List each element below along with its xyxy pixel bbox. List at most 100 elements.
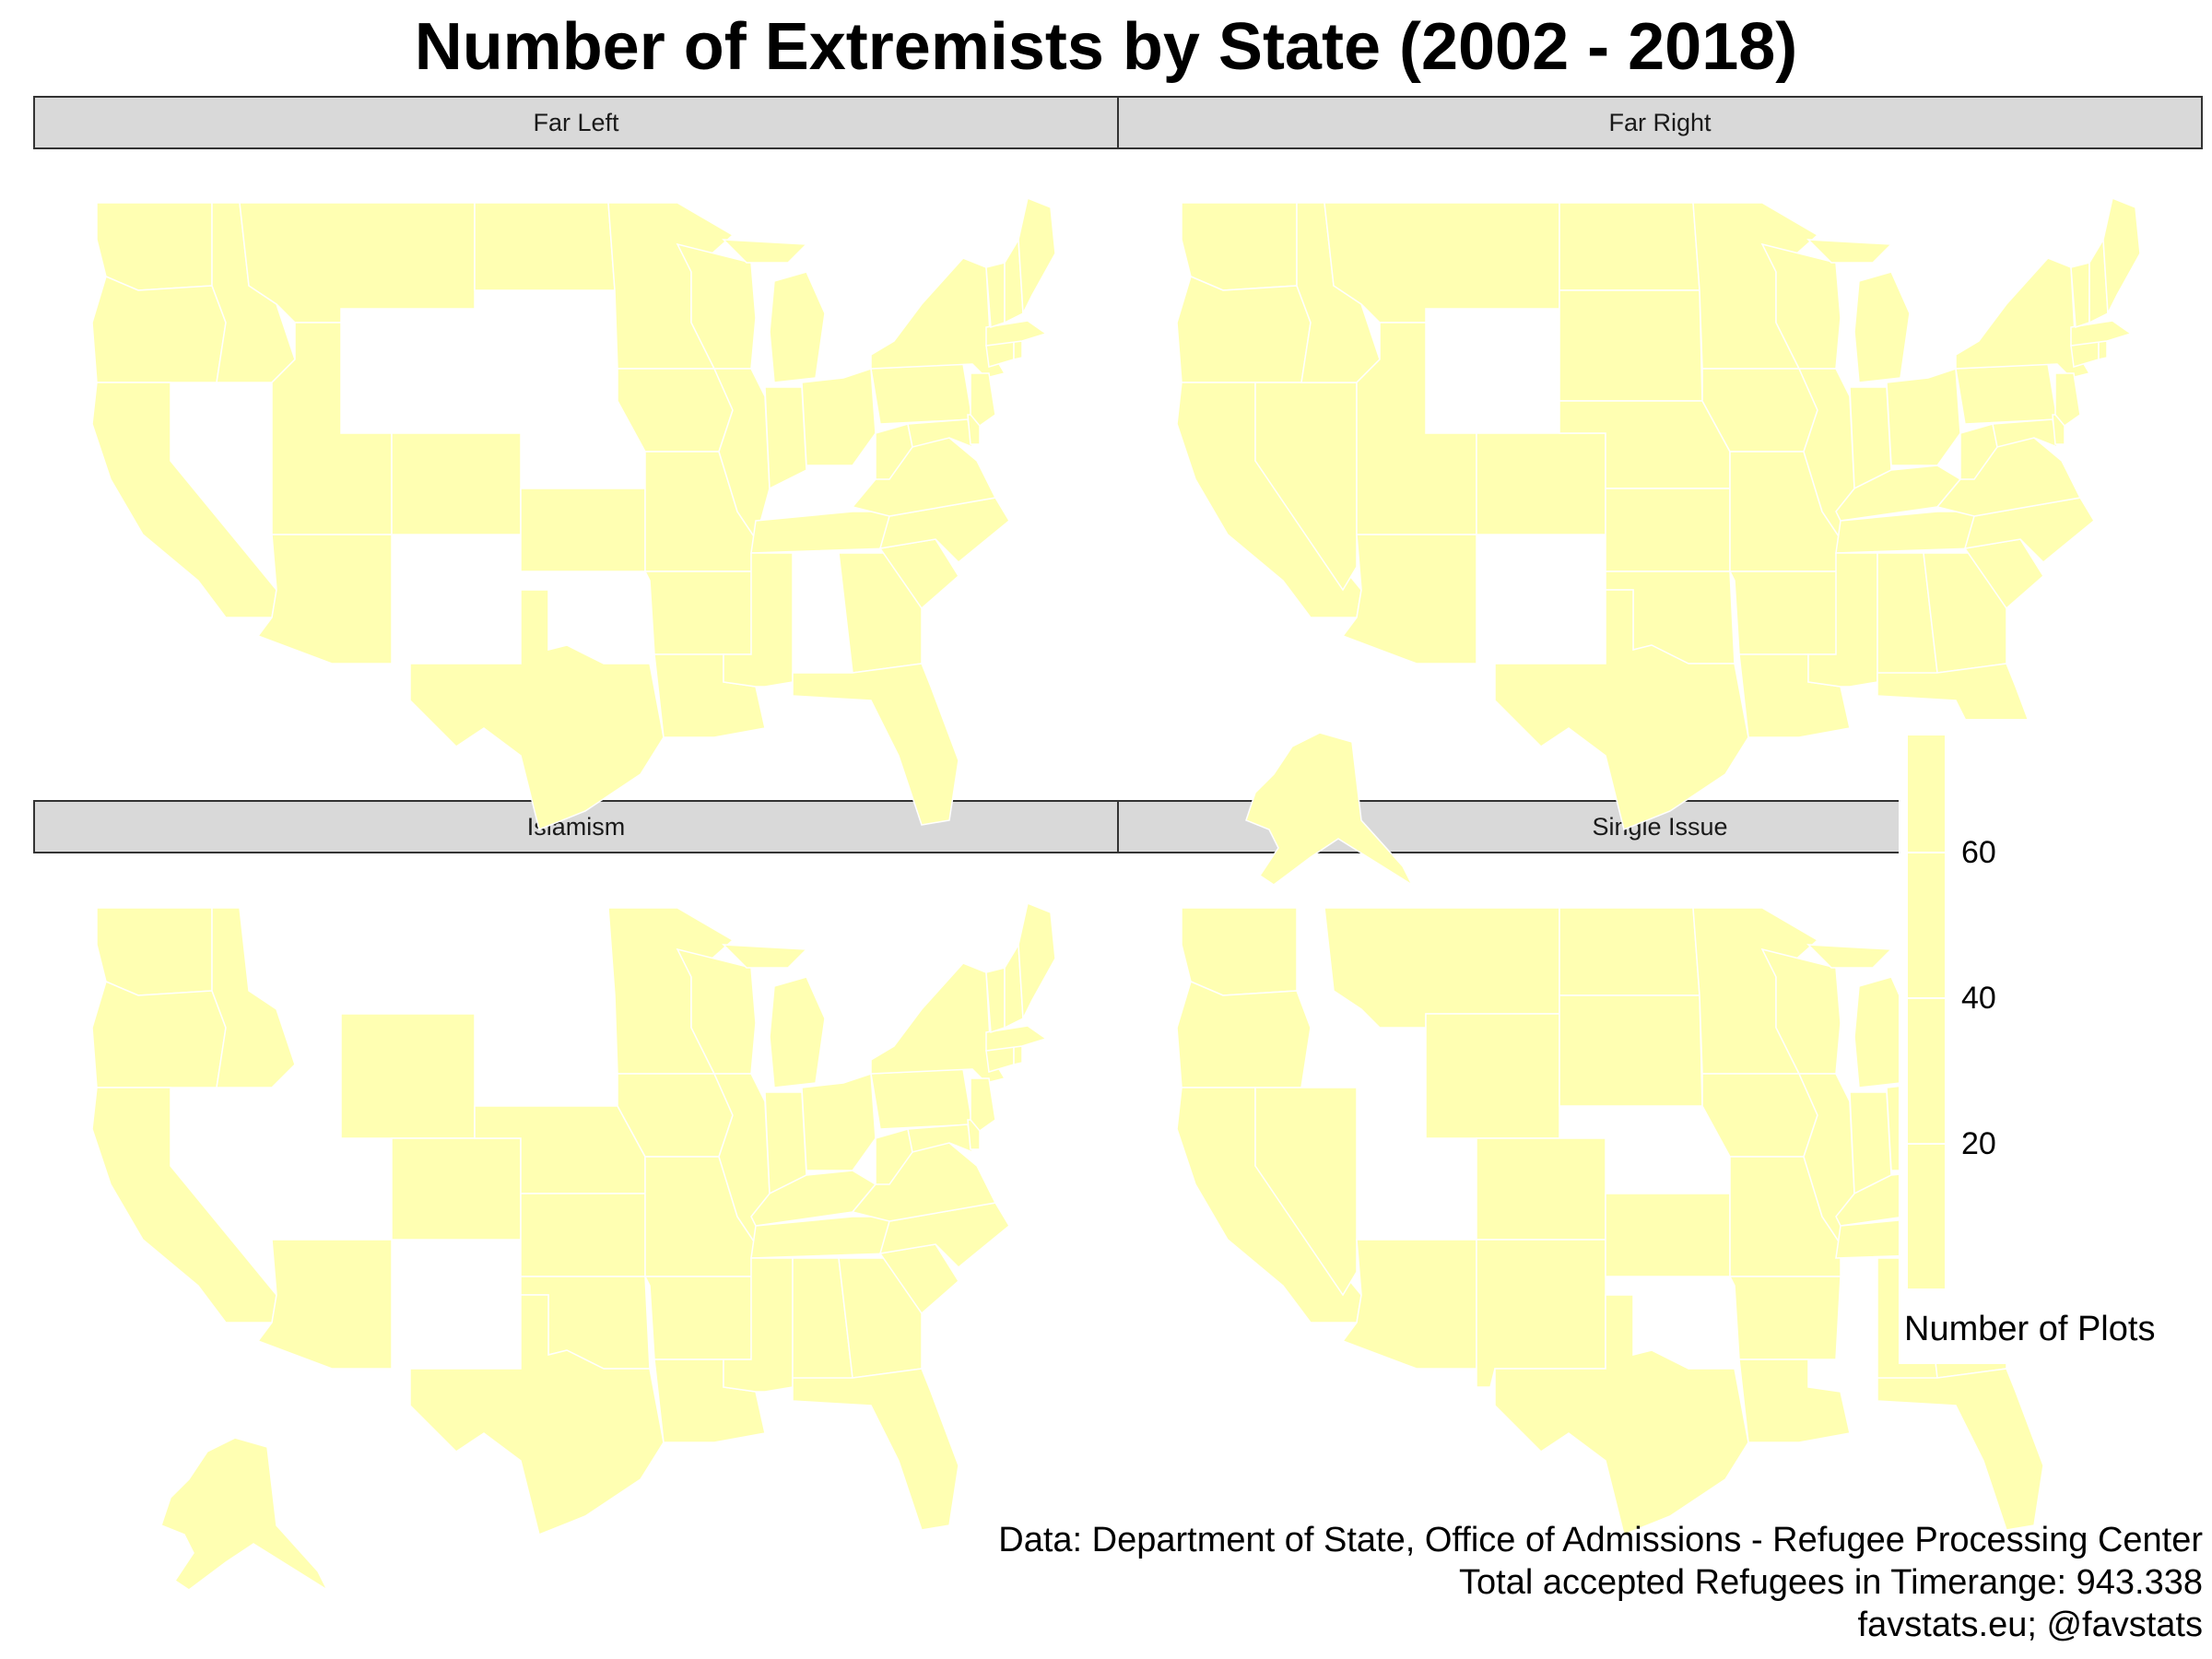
state-ks xyxy=(1605,1193,1731,1277)
state-fl xyxy=(1877,1368,2044,1531)
legend-title: Number of Plots xyxy=(1904,1310,2156,1348)
state-id xyxy=(211,907,296,1088)
state-ar xyxy=(643,571,757,655)
state-oh xyxy=(801,1072,877,1171)
state-wv xyxy=(875,1128,913,1185)
state-ma xyxy=(985,320,1048,347)
legend-tick-60 xyxy=(1908,852,1945,853)
state-ny xyxy=(870,257,1006,379)
state-ca xyxy=(91,382,277,618)
state-nd xyxy=(1559,202,1700,291)
state-ma xyxy=(2070,320,2133,347)
caption-total: Total accepted Refugees in Timerange: 94… xyxy=(1459,1563,2203,1602)
state-co xyxy=(391,1137,522,1241)
state-ar xyxy=(1728,1276,1841,1360)
legend-label-40: 40 xyxy=(1961,981,1996,1016)
map-far-left xyxy=(91,196,1056,831)
state-co xyxy=(1476,1137,1606,1241)
state-ri xyxy=(1013,1045,1023,1065)
state-ri xyxy=(1013,340,1023,360)
state-ky xyxy=(750,1170,877,1227)
panel-strip-far-left: Far Left xyxy=(33,96,1119,149)
state-wa xyxy=(1181,907,1298,996)
map-islamism xyxy=(91,901,1056,1593)
state-me xyxy=(1018,196,1056,316)
state-pa xyxy=(870,1068,973,1130)
state-ri xyxy=(2098,340,2108,360)
state-md xyxy=(907,1124,973,1154)
legend-label-60: 60 xyxy=(1961,835,1996,870)
state-mi xyxy=(722,944,826,1088)
state-in xyxy=(764,386,807,490)
map-far-right xyxy=(1176,196,2141,888)
state-md xyxy=(907,418,973,449)
legend-label-20: 20 xyxy=(1961,1126,1996,1161)
state-or xyxy=(91,980,227,1088)
state-ak xyxy=(1245,732,1414,888)
caption-source: Data: Department of State, Office of Adm… xyxy=(998,1521,2203,1559)
state-tn xyxy=(750,511,900,554)
state-or xyxy=(1176,275,1312,383)
state-fl xyxy=(792,1368,959,1531)
state-ga xyxy=(838,1257,923,1379)
state-ma xyxy=(985,1025,1048,1052)
state-me xyxy=(2102,196,2141,316)
legend-tick-40 xyxy=(1908,997,1945,999)
state-pa xyxy=(870,363,973,425)
state-ks xyxy=(520,1193,646,1277)
state-nv xyxy=(1254,1087,1358,1297)
chart-title: Number of Extremists by State (2002 - 20… xyxy=(414,10,1798,84)
state-oh xyxy=(801,367,877,466)
state-nm xyxy=(1476,1239,1606,1388)
state-nj xyxy=(970,1077,996,1133)
state-ak xyxy=(160,1437,329,1593)
state-ca xyxy=(91,1087,277,1324)
state-az xyxy=(1341,1239,1477,1370)
state-ny xyxy=(1955,257,2091,379)
state-nj xyxy=(2054,372,2081,428)
state-ks xyxy=(1605,488,1731,572)
state-or xyxy=(91,275,227,383)
state-tx xyxy=(409,1294,665,1536)
panel-strip-far-right: Far Right xyxy=(1117,96,2203,149)
state-me xyxy=(1018,901,1056,1021)
legend-tick-20 xyxy=(1908,1143,1945,1145)
state-az xyxy=(1341,534,1477,665)
state-nj xyxy=(970,372,996,428)
state-la xyxy=(1738,1359,1851,1443)
legend-color-bar xyxy=(1908,735,1945,1288)
state-wa xyxy=(1181,202,1298,291)
state-ks xyxy=(520,488,646,572)
state-sd xyxy=(1559,994,1703,1107)
state-az xyxy=(256,534,393,665)
state-ia xyxy=(1701,1073,1818,1158)
state-wv xyxy=(1959,423,1998,480)
state-tx xyxy=(1494,589,1749,831)
state-wy xyxy=(340,1013,476,1139)
state-ny xyxy=(870,962,1006,1084)
state-mt xyxy=(1324,907,1560,1029)
state-wy xyxy=(1425,1013,1560,1139)
state-md xyxy=(1992,418,2058,449)
state-wa xyxy=(96,907,213,996)
state-wv xyxy=(875,423,913,480)
state-fl xyxy=(792,663,959,826)
state-tx xyxy=(1494,1294,1749,1536)
state-oh xyxy=(1886,367,1961,466)
state-mi xyxy=(722,239,826,383)
caption-credit: favstats.eu; @favstats xyxy=(1857,1606,2203,1644)
state-co xyxy=(391,432,522,535)
state-ga xyxy=(1923,552,2007,674)
state-ar xyxy=(1728,571,1841,655)
state-co xyxy=(1476,432,1606,535)
state-ky xyxy=(1835,465,1962,522)
state-az xyxy=(256,1239,393,1370)
state-ga xyxy=(838,552,923,674)
state-sd xyxy=(1559,289,1703,402)
state-ar xyxy=(643,1276,757,1360)
state-or xyxy=(1176,980,1312,1088)
color-legend: 60 40 20 Number of Plots xyxy=(1899,719,2212,1364)
state-wa xyxy=(96,202,213,291)
caption: Data: Department of State, Office of Adm… xyxy=(998,1519,2203,1646)
state-pa xyxy=(1955,363,2058,425)
